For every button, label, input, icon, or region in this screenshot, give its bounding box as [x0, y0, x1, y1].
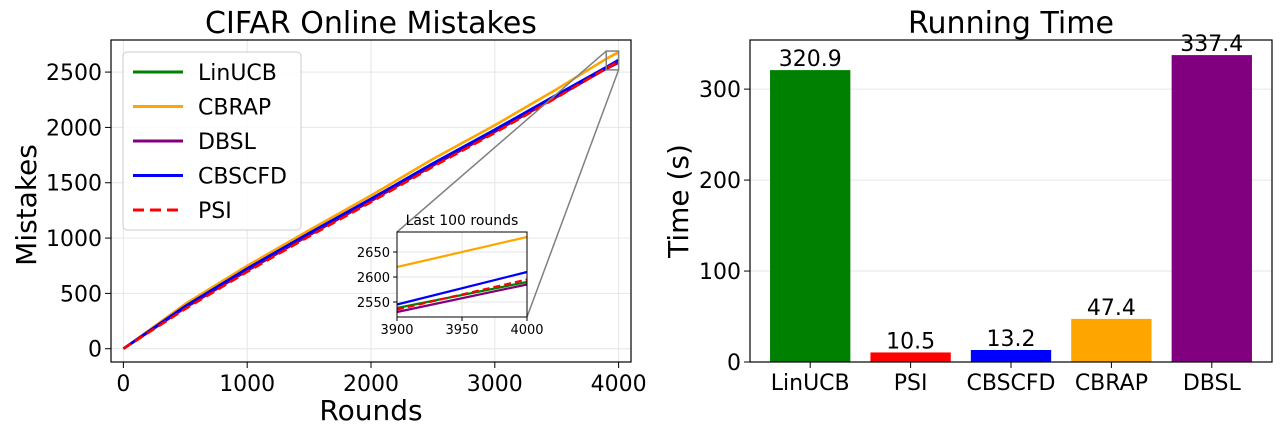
- x-tick-label: PSI: [894, 371, 928, 396]
- zoom-connector-line: [526, 69, 620, 318]
- series-line-psi: [122, 60, 620, 350]
- bar-value-label: 320.9: [779, 47, 842, 72]
- inset-y-tick-label: 2600: [357, 271, 390, 286]
- y-tick-label: 500: [60, 282, 102, 307]
- bar-psi: [870, 352, 951, 362]
- legend: LinUCB CBRAP DBSL CBSCFD PSI: [122, 51, 302, 231]
- running-time-title: Running Time: [908, 6, 1114, 41]
- bar-linucb: [770, 70, 851, 362]
- legend-box: [122, 51, 302, 231]
- legend-label-cbrap: CBRAP: [198, 96, 271, 121]
- inset-series-lines: [396, 235, 528, 314]
- bar-dbsl: [1171, 55, 1252, 363]
- inset-x-tick-label: 3900: [380, 323, 413, 338]
- legend-label-dbsl: DBSL: [198, 130, 257, 155]
- inset-line-cbrap: [396, 235, 528, 269]
- series-line-cbrap: [122, 51, 620, 350]
- y-tick-label: 0: [88, 338, 102, 363]
- bar-value-label: 337.4: [1180, 32, 1243, 57]
- inset-y-tick-label: 2650: [357, 246, 390, 261]
- legend-items: LinUCB CBRAP DBSL CBSCFD PSI: [133, 61, 287, 224]
- y-tick-label: 200: [699, 169, 741, 194]
- x-tick-label: CBRAP: [1075, 371, 1148, 396]
- x-tick-label: 1000: [219, 372, 275, 397]
- mistakes-series-lines: [122, 51, 620, 350]
- inset-line-dbsl: [396, 283, 528, 314]
- legend-label-linucb: LinUCB: [198, 61, 277, 86]
- y-tick-label: 1500: [46, 172, 102, 197]
- y-tick-label: 300: [699, 78, 741, 103]
- inset-title: Last 100 rounds: [406, 213, 519, 229]
- mistakes-axis-ticks: 0 1000 2000 3000 4000 0 500 1000 1500 2000 2500: [46, 61, 647, 397]
- legend-label-cbscfd: CBSCFD: [198, 165, 287, 190]
- zoom-region-box: [605, 50, 620, 71]
- inset-axis-ticks: 3900 3950 4000 2550 2600 2650: [357, 246, 544, 338]
- zoom-indicator: [396, 50, 620, 318]
- mistakes-y-axis-label: Mistakes: [10, 144, 43, 266]
- mistakes-chart: CIFAR Online Mistakes 0 1000 2000 3000 40000…: [10, 6, 647, 427]
- inset-line-cbscfd: [396, 270, 528, 306]
- bar-value-label: 47.4: [1087, 296, 1136, 321]
- inset-plot: 3900 3950 4000 2550 2600 2650 Last 100 rounds: [357, 213, 544, 338]
- bar-value-label: 10.5: [886, 329, 935, 354]
- x-tick-label: 4000: [591, 372, 647, 397]
- zoom-connector-line: [396, 50, 607, 233]
- mistakes-chart-title: CIFAR Online Mistakes: [205, 6, 537, 41]
- legend-label-psi: PSI: [198, 199, 232, 224]
- bar-value-label: 13.2: [987, 327, 1036, 352]
- inset-line-psi: [396, 278, 528, 311]
- x-tick-label: 2000: [343, 372, 399, 397]
- y-tick-label: 2000: [46, 116, 102, 141]
- inset-x-tick-label: 4000: [510, 323, 543, 338]
- x-tick-label: 0: [116, 372, 130, 397]
- bar-cbscfd: [970, 349, 1052, 362]
- x-tick-label: LinUCB: [771, 371, 850, 396]
- y-tick-label: 0: [727, 351, 741, 376]
- x-tick-label: 3000: [467, 372, 523, 397]
- running-time-chart: Running Time 320.9 10.5 13.2 47.4 337.4 0 100…: [662, 6, 1273, 396]
- bar-cbrap: [1071, 318, 1152, 362]
- x-tick-label: DBSL: [1183, 371, 1242, 396]
- y-tick-label: 100: [699, 260, 741, 285]
- series-line-cbscfd: [122, 58, 620, 350]
- running-time-bars: 320.9 10.5 13.2 47.4 337.4: [770, 32, 1252, 363]
- x-tick-label: CBSCFD: [967, 371, 1056, 396]
- inset-y-tick-label: 2550: [357, 296, 390, 311]
- running-time-axis-ticks: 0 100 200 300 LinUCB PSI CBSCFD CBRAP DBSL: [699, 78, 1241, 396]
- y-tick-label: 2500: [46, 61, 102, 86]
- inset-x-tick-label: 3950: [445, 323, 478, 338]
- mistakes-x-axis-label: Rounds: [319, 394, 422, 427]
- y-tick-label: 1000: [46, 227, 102, 252]
- running-time-y-axis-label: Time (s): [662, 144, 695, 259]
